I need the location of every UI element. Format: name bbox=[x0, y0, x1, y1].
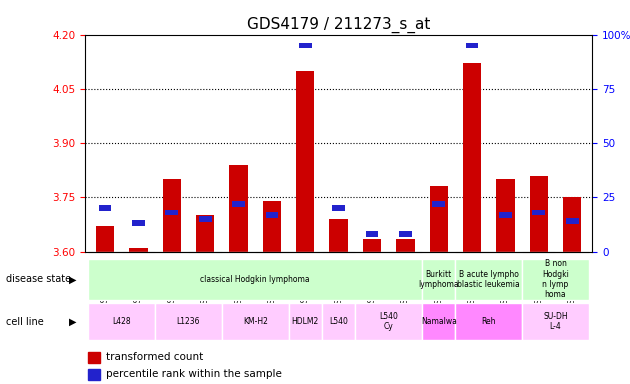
Bar bbox=[88, 303, 155, 340]
Bar bbox=[455, 259, 522, 300]
Text: cell line: cell line bbox=[6, 316, 44, 327]
Bar bbox=[129, 248, 147, 252]
Text: disease state: disease state bbox=[6, 274, 71, 285]
Text: HDLM2: HDLM2 bbox=[292, 317, 319, 326]
Bar bbox=[430, 187, 448, 252]
Text: SU-DH
L-4: SU-DH L-4 bbox=[543, 312, 568, 331]
Title: GDS4179 / 211273_s_at: GDS4179 / 211273_s_at bbox=[247, 17, 430, 33]
Bar bbox=[499, 212, 512, 217]
Bar bbox=[432, 201, 445, 207]
Bar bbox=[163, 179, 181, 252]
Bar bbox=[263, 201, 281, 252]
Bar bbox=[96, 226, 114, 252]
Text: L428: L428 bbox=[112, 317, 131, 326]
Text: Reh: Reh bbox=[481, 317, 496, 326]
Text: L1236: L1236 bbox=[177, 317, 200, 326]
Bar bbox=[396, 239, 415, 252]
Bar bbox=[363, 239, 381, 252]
Bar bbox=[422, 303, 455, 340]
Bar bbox=[365, 231, 379, 237]
Text: Burkitt
lymphoma: Burkitt lymphoma bbox=[418, 270, 459, 289]
Bar bbox=[566, 218, 578, 224]
Bar bbox=[196, 215, 214, 252]
Text: ▶: ▶ bbox=[69, 274, 76, 285]
Text: classical Hodgkin lymphoma: classical Hodgkin lymphoma bbox=[200, 275, 310, 284]
Bar bbox=[199, 216, 212, 222]
Text: ▶: ▶ bbox=[69, 316, 76, 327]
Bar bbox=[222, 303, 289, 340]
Bar bbox=[563, 197, 581, 252]
Bar bbox=[132, 220, 145, 226]
Bar bbox=[155, 303, 222, 340]
Text: B acute lympho
blastic leukemia: B acute lympho blastic leukemia bbox=[457, 270, 520, 289]
Bar bbox=[466, 43, 478, 48]
Bar bbox=[522, 259, 589, 300]
Bar bbox=[530, 175, 548, 252]
Bar bbox=[522, 303, 589, 340]
Bar bbox=[232, 201, 245, 207]
Bar bbox=[88, 259, 422, 300]
Bar bbox=[329, 219, 348, 252]
Text: Namalwa: Namalwa bbox=[421, 317, 457, 326]
Bar bbox=[455, 303, 522, 340]
Bar bbox=[322, 303, 355, 340]
Bar bbox=[355, 303, 422, 340]
Bar bbox=[399, 231, 411, 237]
Bar bbox=[296, 71, 314, 252]
Bar bbox=[289, 303, 322, 340]
Text: L540: L540 bbox=[329, 317, 348, 326]
Bar bbox=[299, 43, 312, 48]
Text: B non
Hodgki
n lymp
homa: B non Hodgki n lymp homa bbox=[542, 259, 569, 300]
Bar bbox=[229, 165, 248, 252]
Bar bbox=[332, 205, 345, 211]
Bar bbox=[266, 212, 278, 217]
Text: L540
Cy: L540 Cy bbox=[379, 312, 398, 331]
Bar bbox=[166, 210, 178, 215]
Text: KM-H2: KM-H2 bbox=[243, 317, 268, 326]
Bar bbox=[422, 259, 455, 300]
Bar bbox=[99, 205, 112, 211]
Text: percentile rank within the sample: percentile rank within the sample bbox=[106, 369, 282, 379]
Bar bbox=[463, 63, 481, 252]
Text: transformed count: transformed count bbox=[106, 352, 203, 362]
Bar bbox=[532, 210, 545, 215]
Bar bbox=[496, 179, 515, 252]
